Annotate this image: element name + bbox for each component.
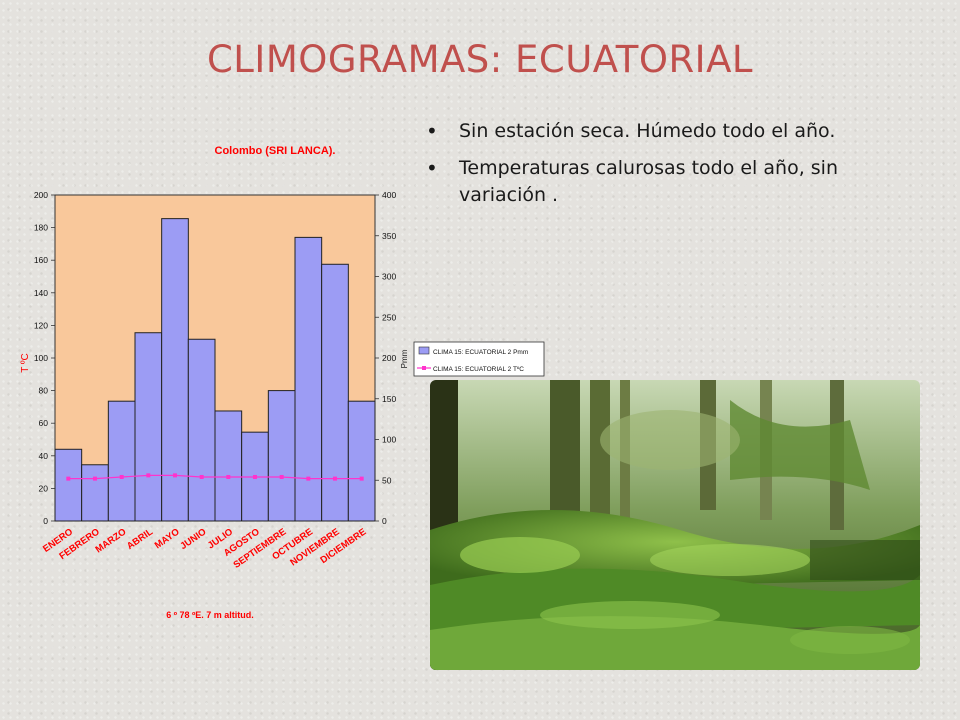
temperature-point [226, 474, 231, 479]
chart-subtitle: 6 º 78 ºE. 7 m altitud. [166, 610, 254, 620]
climograph-chart: Colombo (SRI LANCA). 0 20 40 60 80 100 120 140 1… [20, 145, 545, 620]
precip-bar [214, 410, 243, 522]
right-tick-label: 400 [382, 190, 396, 200]
bullet-list: • Sin estación seca. Húmedo todo el año. … [424, 118, 854, 219]
right-tick-label: 100 [382, 435, 396, 445]
precip-bar [107, 400, 136, 522]
precip-bar [294, 236, 323, 522]
left-tick-label: 60 [39, 418, 49, 428]
left-tick-label: 200 [34, 190, 48, 200]
precip-bar [321, 263, 349, 522]
legend-line-label: CLIMA 15: ECUATORIAL 2 TºC [433, 366, 524, 373]
right-tick-label: 250 [382, 312, 396, 322]
legend-bar-label: CLIMA 15: ECUATORIAL 2 Pmm [433, 349, 528, 356]
right-tick-label: 0 [382, 516, 387, 526]
bullet-text: Temperaturas calurosas todo el año, sin … [459, 157, 838, 206]
left-tick-label: 40 [39, 451, 49, 461]
temperature-point [93, 476, 97, 481]
precip-bar [54, 448, 83, 522]
precipitation-bars [54, 218, 376, 522]
left-tick-label: 100 [34, 353, 48, 363]
left-tick-label: 120 [34, 320, 48, 330]
slide-title: CLIMOGRAMAS: ECUATORIAL [206, 38, 754, 81]
right-tick-label: 150 [382, 394, 396, 404]
right-tick-label: 50 [382, 475, 392, 485]
left-tick-label: 0 [43, 516, 48, 526]
left-tick-label: 180 [34, 223, 48, 233]
x-tick-label: MARZO [94, 526, 129, 555]
temperature-point [199, 474, 204, 479]
right-axis-label: Pmm [400, 349, 409, 368]
temperature-point [173, 473, 177, 478]
left-tick-label: 140 [34, 288, 48, 298]
bullet-item: • Sin estación seca. Húmedo todo el año. [424, 118, 854, 145]
temperature-point [119, 474, 124, 479]
temperature-polyline [68, 474, 362, 480]
forest-photo [430, 380, 920, 670]
temperature-point [359, 476, 364, 481]
chart-title: Colombo (SRI LANCA). [215, 145, 336, 157]
bullet-item: • Temperaturas calurosas todo el año, sin… [424, 155, 854, 209]
bullet-dot-icon: • [426, 119, 438, 143]
left-tick-label: 80 [39, 386, 49, 396]
x-tick-label: MAYO [153, 526, 182, 551]
bullet-text: Sin estación seca. Húmedo todo el año. [459, 120, 836, 142]
temperature-point [146, 473, 151, 478]
legend-line-marker [422, 366, 426, 370]
left-axis-label: T ºC [20, 353, 31, 373]
legend-box [413, 341, 545, 377]
precip-bar [187, 338, 216, 522]
x-axis-labels: ENEROFEBREROMARZOABRILMAYOJUNIOJULIOAGOS… [41, 526, 368, 571]
bullet-dot-icon: • [426, 156, 438, 180]
temperature-point [66, 476, 71, 481]
right-tick-label: 350 [382, 231, 396, 241]
left-axis-ticks: 0 20 40 60 80 100 120 140 160 180 200 [34, 190, 55, 526]
left-tick-label: 20 [39, 483, 49, 493]
precip-bar [347, 400, 376, 522]
legend: CLIMA 15: ECUATORIAL 2 Pmm CLIMA 15: ECU… [413, 341, 545, 377]
precip-bar [81, 464, 109, 522]
right-tick-label: 300 [382, 272, 396, 282]
temperature-point [306, 476, 311, 481]
right-axis-ticks: 0 50 100 150 200 250 300 350 400 [375, 190, 396, 526]
legend-bar-swatch [418, 346, 430, 355]
x-tick-label: JUNIO [178, 526, 208, 552]
temperature-point [253, 474, 257, 479]
precip-bar [134, 332, 163, 522]
x-tick-label: ABRIL [125, 526, 155, 552]
precip-bar [267, 390, 296, 522]
temperature-point [333, 476, 337, 481]
temperature-line [66, 473, 364, 481]
left-tick-label: 160 [34, 255, 48, 265]
temperature-point [279, 474, 284, 479]
right-tick-label: 200 [382, 353, 396, 363]
